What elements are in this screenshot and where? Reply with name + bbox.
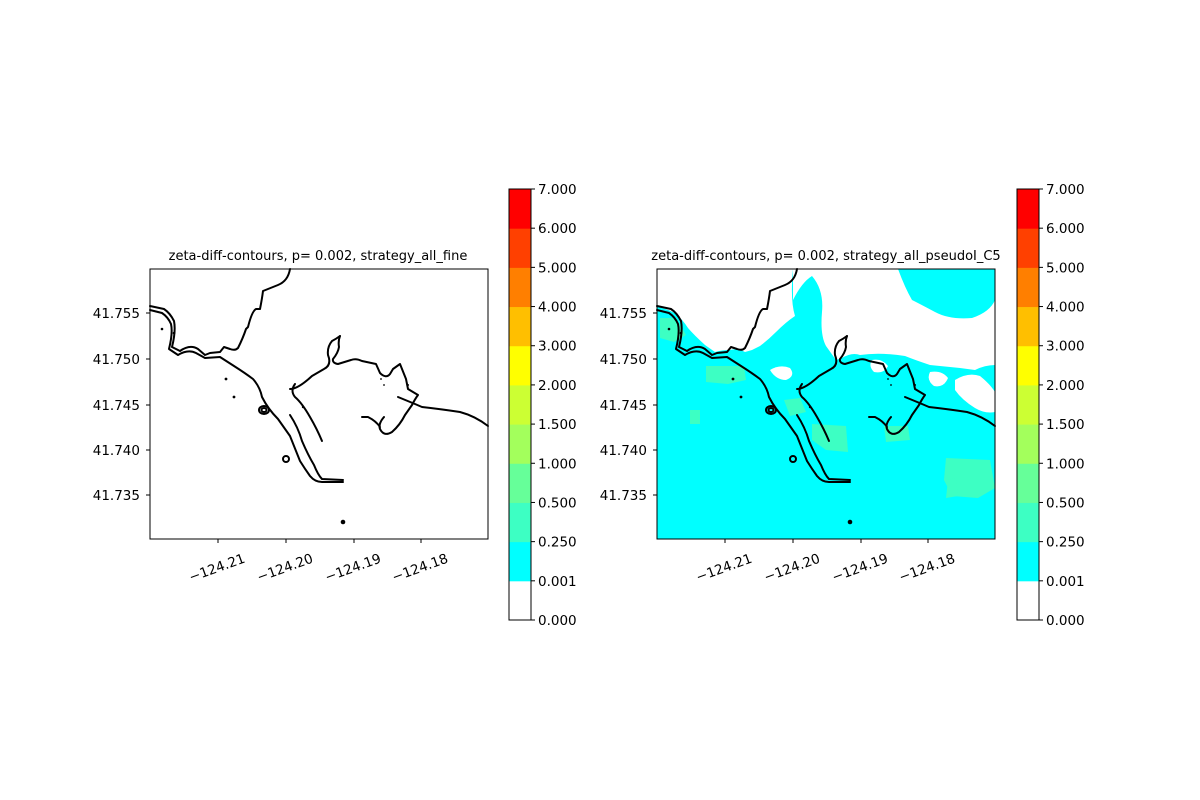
colorbar-tick-label: 0.500 bbox=[1046, 495, 1085, 511]
right-x-axis: −124.21 −124.20 −124.19 −124.18 bbox=[694, 539, 958, 586]
colorbar-tick-label: 0.000 bbox=[538, 613, 577, 629]
colorbar-segment bbox=[509, 424, 531, 464]
colorbar-segment bbox=[1017, 384, 1039, 425]
colorbar-segment bbox=[509, 463, 531, 503]
colorbar-tick-label: 3.000 bbox=[538, 339, 577, 355]
colorbar-tick-label: 2.000 bbox=[538, 378, 577, 394]
colorbar-segment bbox=[509, 345, 531, 386]
left-colorbar: 0.000 0.001 0.250 0.500 1.000 1.500 2.000 3.000… bbox=[508, 182, 577, 629]
left-map-background bbox=[150, 269, 488, 539]
left-map-panel: zeta-diff-contours, p= 0.002, strategy_a… bbox=[93, 249, 489, 586]
colorbar-segment bbox=[1017, 267, 1039, 308]
right-y-tick-label: 41.750 bbox=[600, 352, 647, 368]
colorbar-tick-label: 7.000 bbox=[1046, 182, 1085, 198]
left-x-tick-label: −124.20 bbox=[255, 551, 316, 586]
colorbar-tick-label: 0.000 bbox=[1046, 613, 1085, 629]
right-map-frame bbox=[656, 268, 996, 540]
left-x-tick-label: −124.19 bbox=[323, 551, 384, 586]
left-y-tick-label: 41.750 bbox=[93, 352, 140, 368]
colorbar-tick-label: 2.000 bbox=[1046, 378, 1085, 394]
left-y-tick-label: 41.755 bbox=[93, 306, 140, 322]
colorbar-tick-label: 0.001 bbox=[1046, 574, 1085, 590]
field-unchanged-region bbox=[657, 269, 995, 413]
field-band-mid bbox=[660, 318, 995, 498]
right-y-tick-label: 41.735 bbox=[600, 488, 647, 504]
right-x-tick-label: −124.19 bbox=[830, 551, 891, 586]
colorbar-tick-label: 4.000 bbox=[1046, 300, 1085, 316]
right-panel-title: zeta-diff-contours, p= 0.002, strategy_a… bbox=[651, 249, 1000, 264]
colorbar-tick-label: 3.000 bbox=[1046, 339, 1085, 355]
left-y-tick-label: 41.735 bbox=[93, 488, 140, 504]
colorbar-tick-label: 1.500 bbox=[1046, 417, 1085, 433]
left-x-tick-label: −124.18 bbox=[390, 551, 451, 586]
colorbar-segment bbox=[509, 306, 531, 347]
colorbar-segment bbox=[1017, 541, 1039, 582]
colorbar-frame bbox=[1016, 188, 1040, 621]
colorbar-segment bbox=[509, 580, 531, 621]
colorbar-tick-label: 0.250 bbox=[1046, 535, 1085, 551]
right-colorbar: 0.000 0.001 0.250 0.500 1.000 1.500 2.000 3.000… bbox=[1016, 182, 1085, 629]
colorbar-tick-label: 0.500 bbox=[538, 495, 577, 511]
colorbar-segment bbox=[509, 189, 531, 229]
right-x-tick-label: −124.21 bbox=[694, 551, 755, 586]
colorbar-segment bbox=[509, 384, 531, 425]
right-x-tick-label: −124.20 bbox=[762, 551, 823, 586]
colorbar-tick-label: 5.000 bbox=[1046, 260, 1085, 276]
right-difference-field bbox=[657, 269, 995, 539]
right-map-panel: zeta-diff-contours, p= 0.002, strategy_a… bbox=[600, 249, 1001, 586]
colorbar-segment bbox=[1017, 345, 1039, 386]
right-y-tick-label: 41.755 bbox=[600, 306, 647, 322]
colorbar-segment bbox=[1017, 463, 1039, 503]
colorbar-segment bbox=[1017, 189, 1039, 229]
colorbar-frame bbox=[508, 188, 532, 621]
right-x-tick-label: −124.18 bbox=[897, 551, 958, 586]
colorbar-segment bbox=[509, 228, 531, 268]
left-y-tick-label: 41.740 bbox=[93, 443, 140, 459]
colorbar-segment bbox=[1017, 424, 1039, 464]
colorbar-segment bbox=[1017, 228, 1039, 268]
colorbar-tick-label: 6.000 bbox=[1046, 221, 1085, 237]
colorbar-segment bbox=[1017, 306, 1039, 347]
left-x-axis: −124.21 −124.20 −124.19 −124.18 bbox=[187, 539, 451, 586]
left-y-tick-label: 41.745 bbox=[93, 398, 140, 414]
left-map-frame bbox=[149, 268, 489, 540]
colorbar-segment bbox=[509, 502, 531, 543]
colorbar-segment bbox=[1017, 502, 1039, 543]
colorbar-tick-label: 1.500 bbox=[538, 417, 577, 433]
colorbar-tick-label: 0.001 bbox=[538, 574, 577, 590]
colorbar-tick-label: 4.000 bbox=[538, 300, 577, 316]
right-y-tick-label: 41.745 bbox=[600, 398, 647, 414]
colorbar-tick-label: 1.000 bbox=[538, 456, 577, 472]
colorbar-tick-label: 7.000 bbox=[538, 182, 577, 198]
right-y-tick-label: 41.740 bbox=[600, 443, 647, 459]
left-y-axis: 41.735 41.740 41.745 41.750 41.755 bbox=[93, 306, 150, 504]
colorbar-tick-label: 0.250 bbox=[538, 535, 577, 551]
colorbar-tick-label: 5.000 bbox=[538, 260, 577, 276]
right-y-axis: 41.735 41.740 41.745 41.750 41.755 bbox=[600, 306, 657, 504]
colorbar-segment bbox=[509, 541, 531, 582]
colorbar-tick-label: 6.000 bbox=[538, 221, 577, 237]
left-x-tick-label: −124.21 bbox=[187, 551, 248, 586]
left-panel-title: zeta-diff-contours, p= 0.002, strategy_a… bbox=[169, 249, 468, 264]
colorbar-tick-label: 1.000 bbox=[1046, 456, 1085, 472]
colorbar-segment bbox=[509, 267, 531, 308]
colorbar-segment bbox=[1017, 580, 1039, 621]
